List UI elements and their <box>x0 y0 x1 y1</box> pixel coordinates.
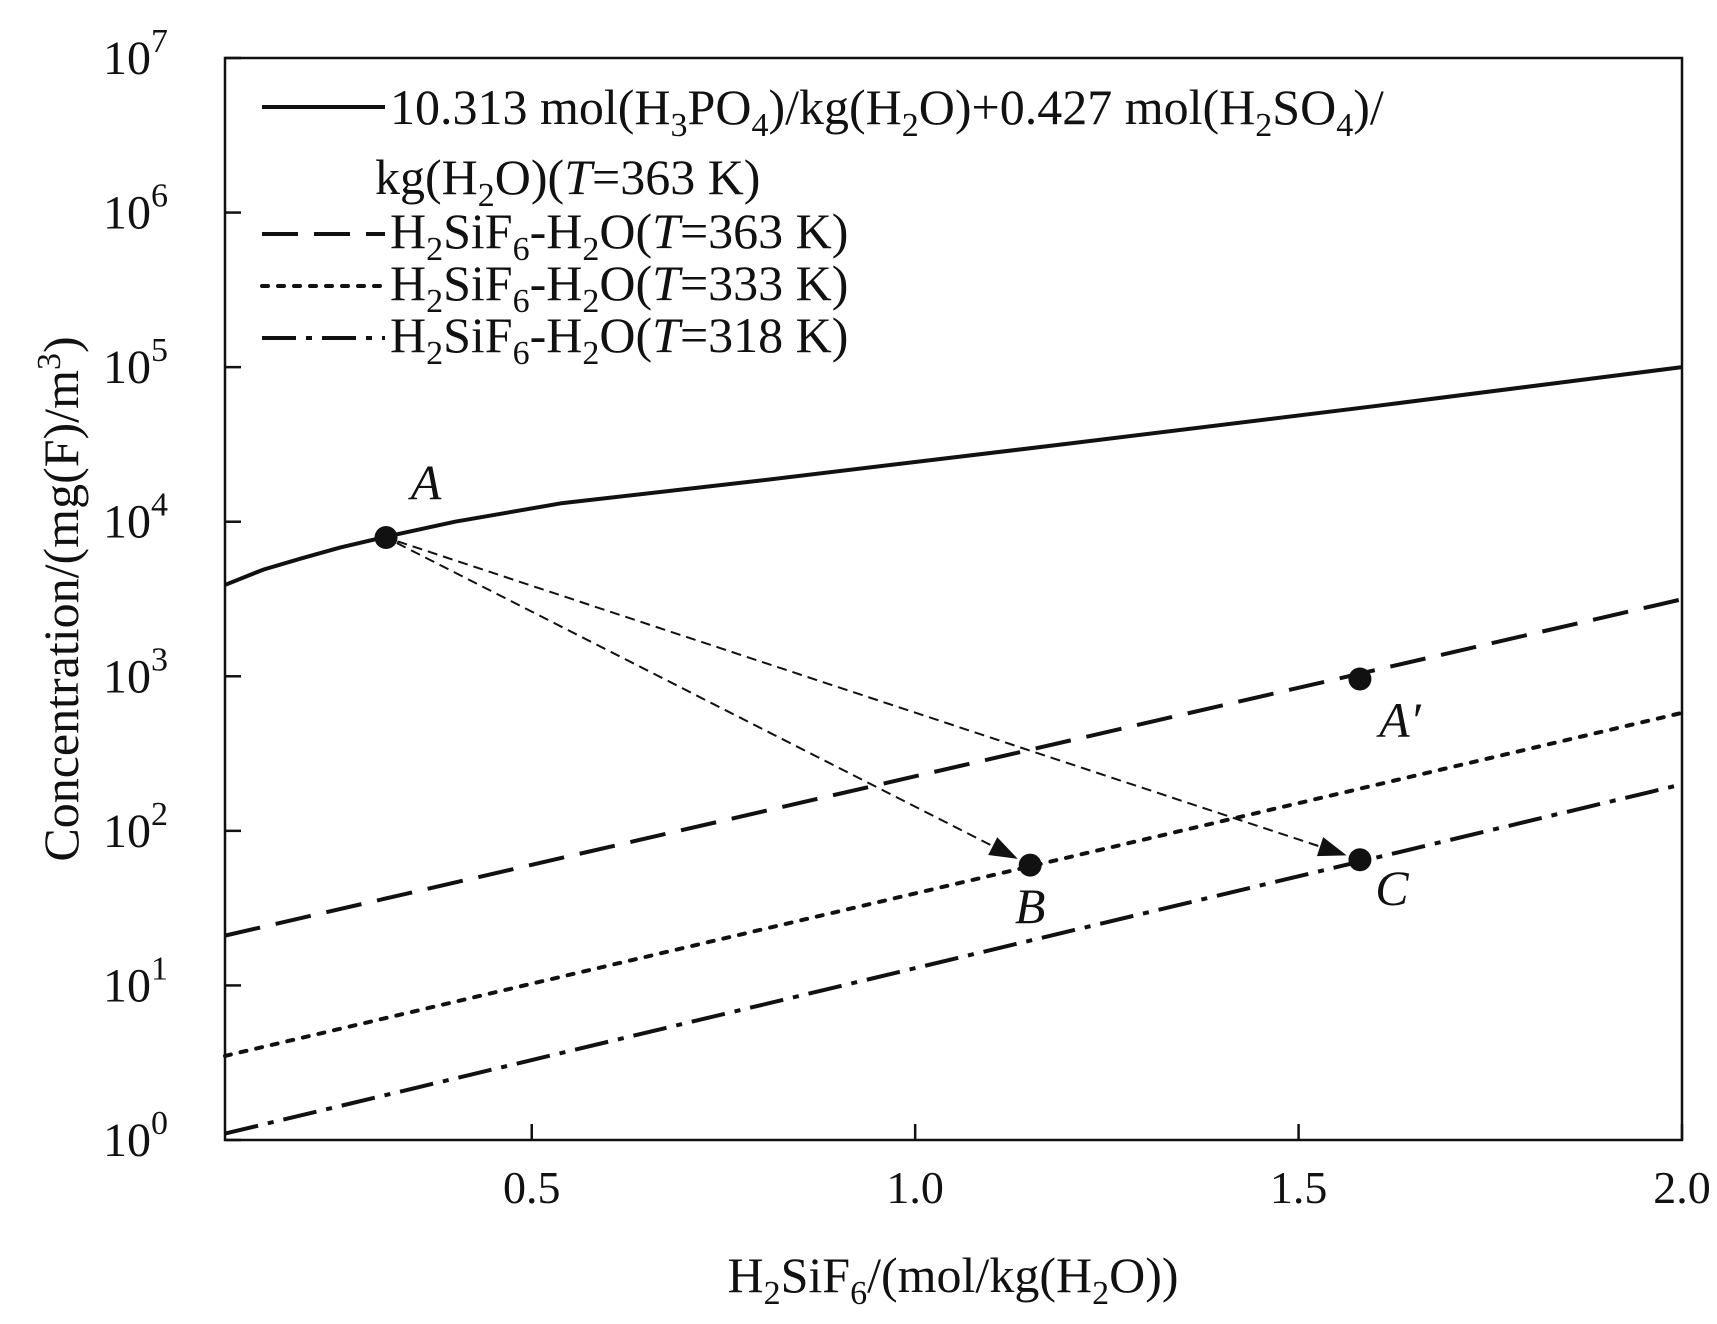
legend-label-4: H2SiF6-H2O(T=318 K) <box>390 307 848 372</box>
point-label-B: B <box>1015 878 1046 934</box>
series-line-3 <box>223 710 1684 1058</box>
x-axis-label: H2SiF6/(mol/kg(H2O)) <box>727 1247 1178 1312</box>
series-line-4 <box>224 782 1683 1136</box>
y-tick-label: 104 <box>103 487 168 549</box>
arrow-layer <box>396 540 1347 859</box>
series-line-1 <box>224 365 1683 587</box>
y-tick-label: 101 <box>103 950 168 1012</box>
plot-frame <box>223 56 1684 1142</box>
legend: 10.313 mol(H3PO4)/kg(H2O)+0.427 mol(H2SO… <box>260 79 1384 372</box>
point-A <box>374 526 398 550</box>
y-tick-label: 106 <box>103 178 168 240</box>
arrow-head-C <box>1316 837 1347 857</box>
x-tick-label: 0.5 <box>503 1162 561 1213</box>
y-tick-label: 100 <box>103 1105 168 1167</box>
x-tick-label: 1.0 <box>886 1162 944 1213</box>
x-tick-label: 2.0 <box>1653 1162 1711 1213</box>
point-A′ <box>1348 667 1372 691</box>
point-label-C: C <box>1375 860 1409 916</box>
point-B <box>1018 853 1042 877</box>
y-tick-label: 102 <box>103 796 168 858</box>
y-axis-label: Concentration/(mg(F)/m3) <box>31 336 89 861</box>
y-tick-label: 107 <box>103 23 168 85</box>
series-line-2 <box>224 597 1683 938</box>
legend-label-1: 10.313 mol(H3PO4)/kg(H2O)+0.427 mol(H2SO… <box>390 79 1384 144</box>
legend-label-1-cont: kg(H2O)(T=363 K) <box>375 149 760 214</box>
point-C <box>1348 848 1372 872</box>
y-tick-label: 103 <box>103 641 168 703</box>
legend-label-2: H2SiF6-H2O(T=363 K) <box>390 203 848 268</box>
x-tick-label: 1.5 <box>1270 1162 1328 1213</box>
legend-label-3: H2SiF6-H2O(T=333 K) <box>390 255 848 320</box>
series-layer <box>223 365 1684 1136</box>
point-label-A: A <box>408 455 442 511</box>
point-label-A′: A′ <box>1376 692 1422 748</box>
axis-ticks: 0.5 1.0 1.5 2.0 100 101 102 103 104 105 106 107 <box>103 23 1711 1213</box>
arrow-line-A-C <box>397 540 1330 851</box>
point-layer: A A′ B C <box>374 455 1422 934</box>
arrow-line-A-B <box>396 542 1003 852</box>
arrow-head-B <box>988 837 1018 859</box>
y-tick-label: 105 <box>103 332 168 394</box>
